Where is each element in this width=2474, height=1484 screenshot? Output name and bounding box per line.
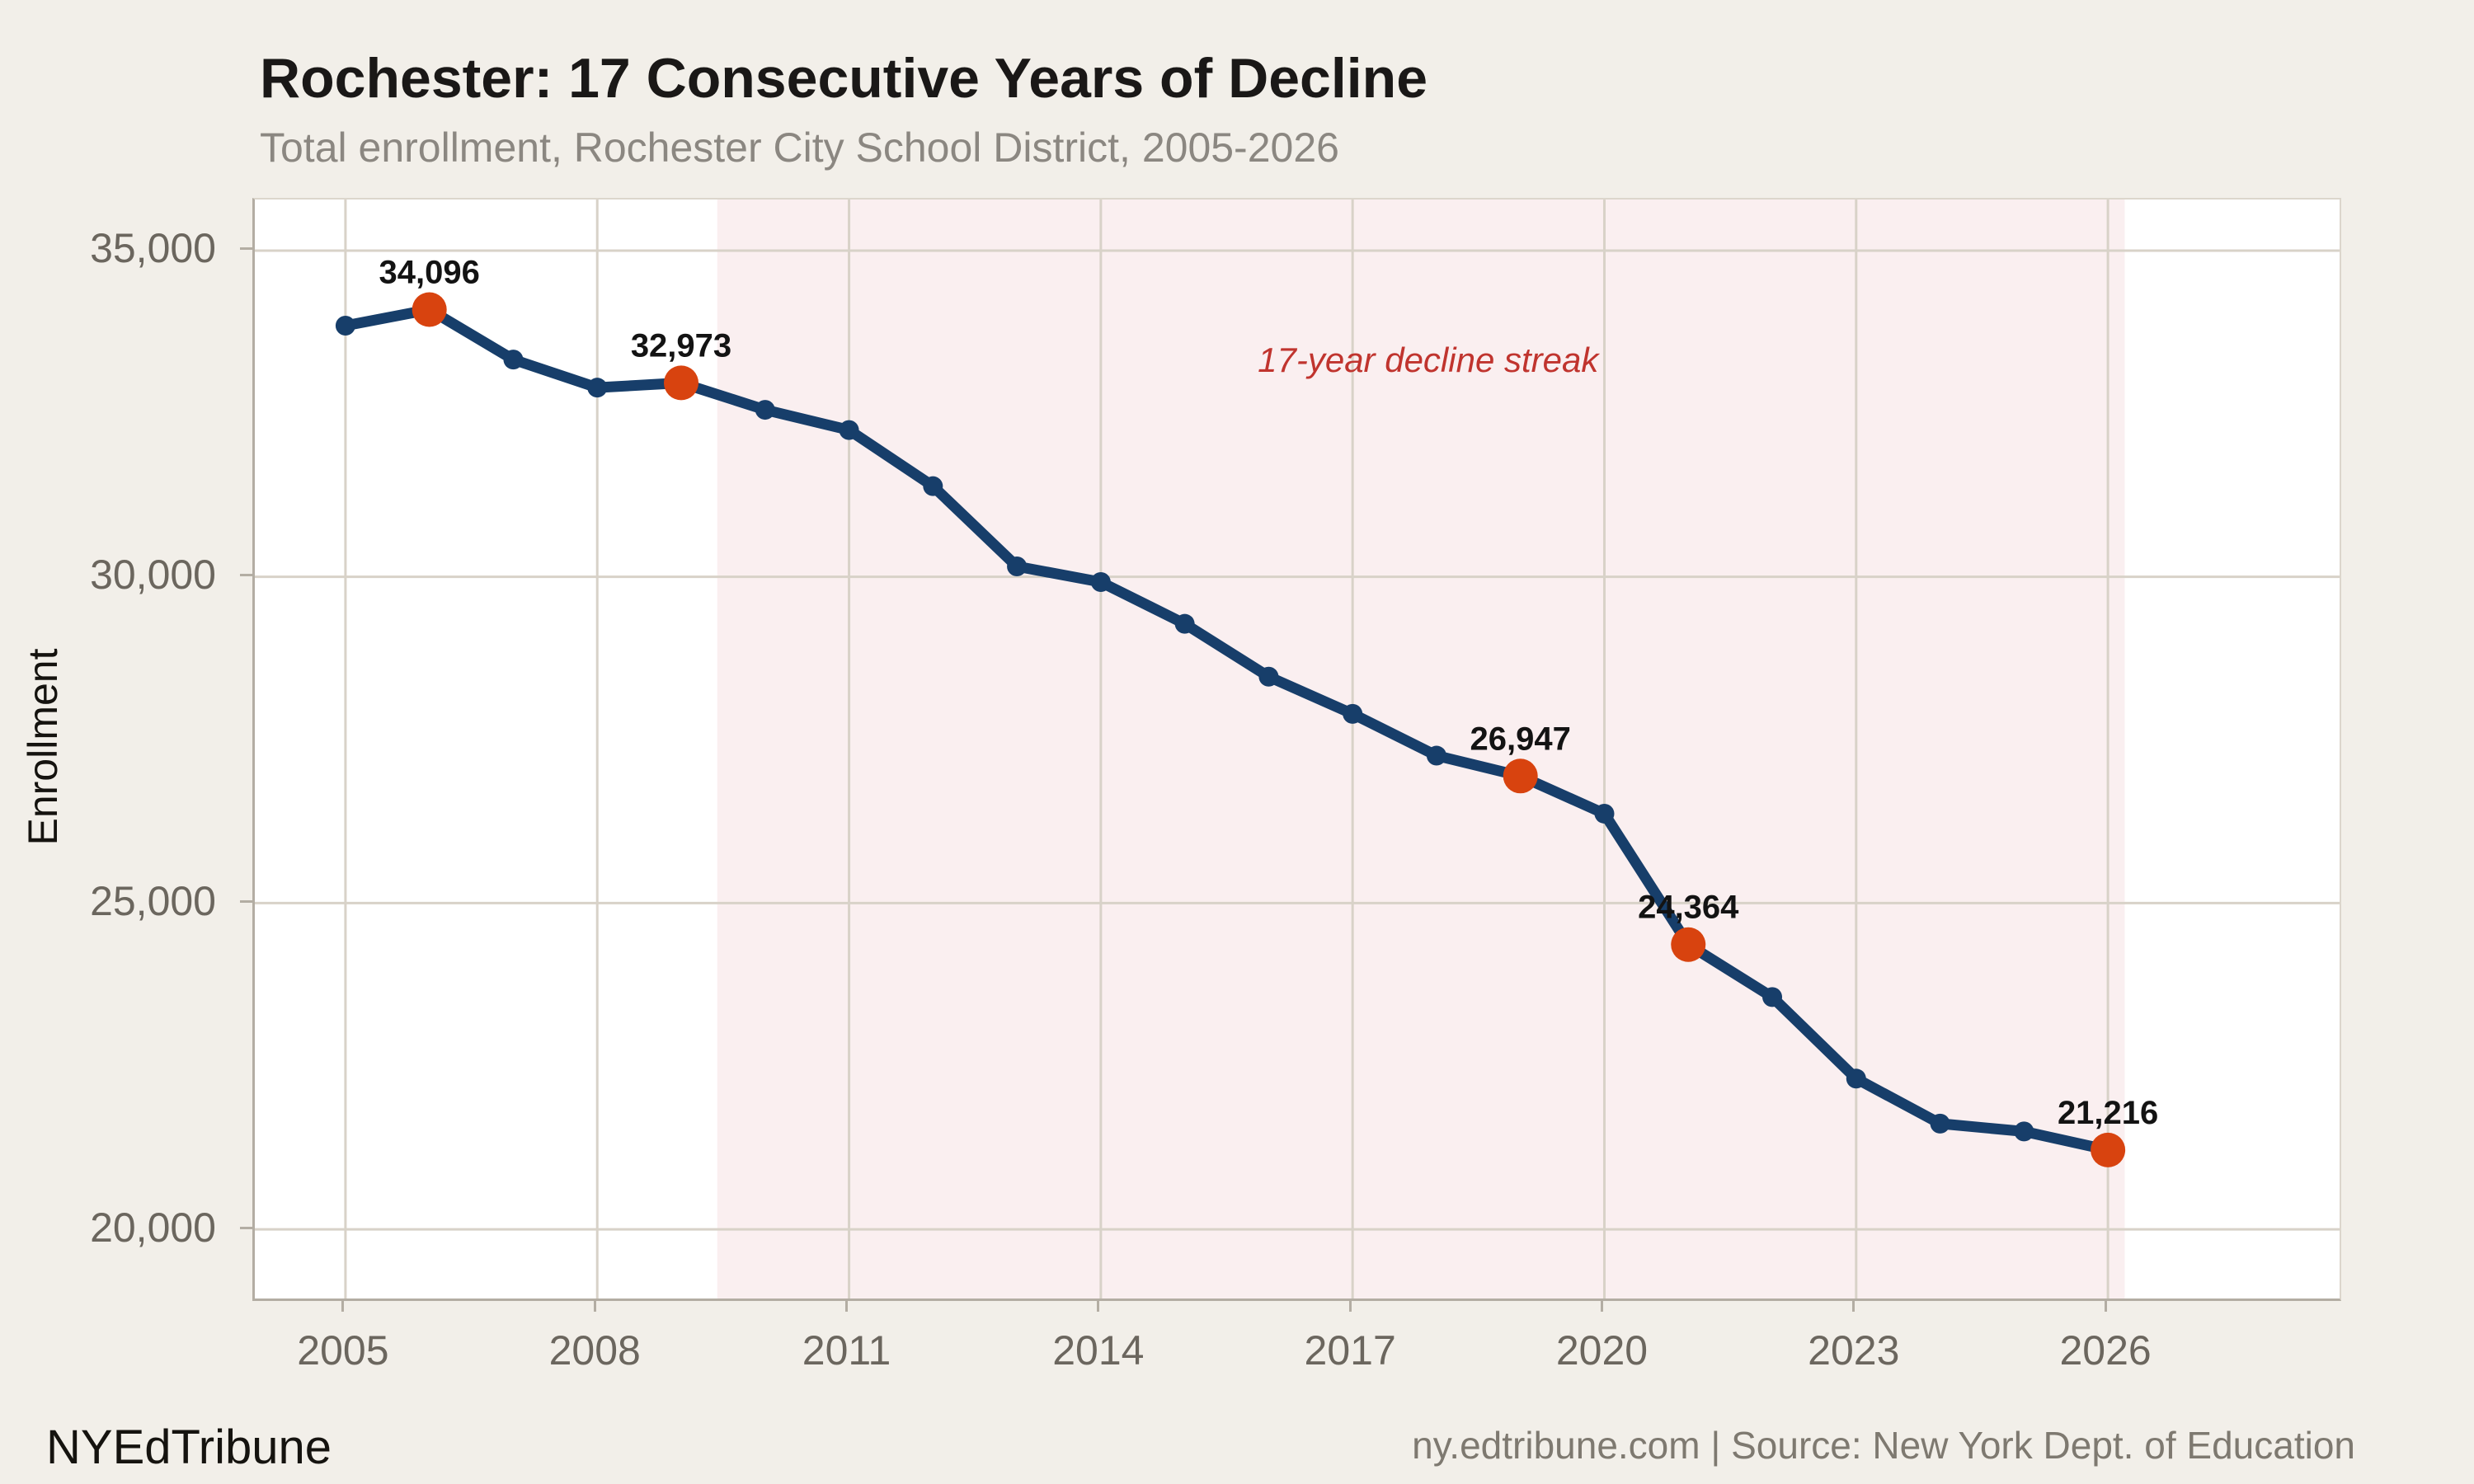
- enrollment-line: [340, 304, 2114, 1156]
- data-point: [839, 420, 859, 440]
- data-point: [1343, 703, 1363, 724]
- x-tick-mark: [593, 1298, 596, 1312]
- data-point: [1426, 745, 1446, 766]
- source-attribution: ny.edtribune.com | Source: New York Dept…: [1412, 1424, 2355, 1467]
- brand-logo-text: NYEdTribune: [46, 1421, 332, 1474]
- x-tick-mark: [1600, 1298, 1603, 1312]
- y-tick-label: 35,000: [90, 225, 216, 272]
- y-tick-mark: [240, 574, 252, 577]
- data-point: [1930, 1113, 1950, 1134]
- data-point: [1846, 1068, 1866, 1089]
- x-tick-label: 2014: [1052, 1327, 1145, 1374]
- data-point: [1594, 803, 1615, 824]
- x-tick-label: 2020: [1555, 1327, 1649, 1374]
- point-value-label: 26,947: [1470, 721, 1571, 757]
- point-value-label: 34,096: [379, 255, 480, 291]
- point-value-label: 24,364: [1638, 890, 1739, 926]
- data-point: [923, 476, 943, 496]
- decline-streak-label: 17-year decline streak: [1258, 340, 1600, 379]
- highlight-point: [1503, 758, 1538, 794]
- y-tick-mark: [240, 899, 252, 903]
- chart-title: Rochester: 17 Consecutive Years of Decli…: [260, 47, 1428, 110]
- data-point: [335, 315, 355, 336]
- highlight-point: [2091, 1132, 2126, 1167]
- chart-subtitle: Total enrollment, Rochester City School …: [260, 124, 1339, 171]
- y-axis-title: Enrollment: [20, 648, 66, 846]
- x-tick-label: 2005: [297, 1327, 389, 1374]
- line-chart-svg: 17-year decline streak 34,096 32,973 26,947…: [255, 200, 2340, 1298]
- x-tick-label: 2008: [548, 1327, 641, 1374]
- x-tick-mark: [1852, 1298, 1856, 1312]
- x-tick-label: 2026: [2059, 1327, 2152, 1374]
- data-point: [1007, 556, 1028, 577]
- plot-area: 17-year decline streak 34,096 32,973 26,947…: [252, 198, 2341, 1301]
- y-tick-mark: [240, 247, 252, 251]
- data-point: [587, 378, 608, 398]
- data-point: [1258, 666, 1279, 687]
- point-value-label: 21,216: [2058, 1095, 2158, 1131]
- highlight-point: [1671, 927, 1706, 962]
- data-point: [755, 400, 775, 420]
- highlight-point: [412, 292, 447, 327]
- x-tick-label: 2011: [802, 1327, 891, 1374]
- point-value-label: 32,973: [631, 327, 731, 364]
- x-tick-label: 2017: [1304, 1327, 1396, 1374]
- x-tick-mark: [1097, 1298, 1100, 1312]
- data-point: [503, 350, 524, 370]
- x-tick-mark: [845, 1298, 849, 1312]
- data-point: [1090, 572, 1111, 593]
- x-tick-mark: [1348, 1298, 1352, 1312]
- y-tick-mark: [240, 1226, 252, 1229]
- y-tick-label: 20,000: [90, 1204, 216, 1251]
- data-point: [1762, 987, 1783, 1007]
- data-point: [2014, 1121, 2034, 1142]
- y-tick-label: 30,000: [90, 552, 216, 599]
- data-point: [1174, 613, 1195, 634]
- x-tick-mark: [2104, 1298, 2107, 1312]
- highlight-point: [663, 365, 698, 401]
- x-tick-mark: [341, 1298, 345, 1312]
- y-tick-label: 25,000: [90, 877, 216, 924]
- x-tick-label: 2023: [1808, 1327, 1900, 1374]
